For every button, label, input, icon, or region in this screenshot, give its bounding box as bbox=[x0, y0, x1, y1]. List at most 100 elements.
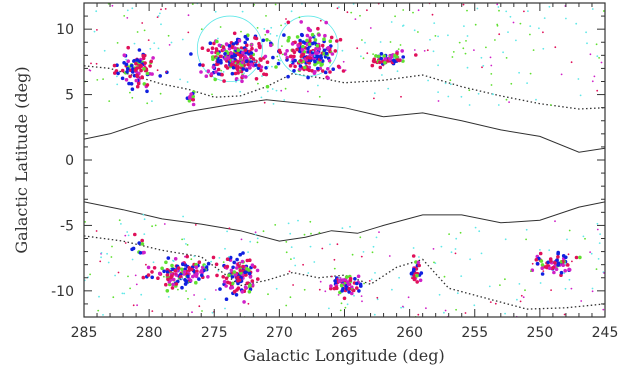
data-point bbox=[474, 226, 477, 229]
data-point bbox=[200, 46, 205, 50]
data-point bbox=[233, 53, 238, 58]
data-point bbox=[154, 224, 157, 227]
data-point bbox=[580, 300, 583, 302]
data-point bbox=[462, 3, 465, 6]
data-point bbox=[504, 278, 506, 281]
data-point bbox=[118, 219, 121, 222]
data-point bbox=[290, 258, 292, 260]
data-point bbox=[298, 64, 303, 68]
data-point bbox=[197, 260, 202, 265]
data-point bbox=[140, 238, 144, 243]
data-point bbox=[216, 51, 220, 56]
data-point bbox=[482, 64, 485, 67]
data-point bbox=[481, 66, 483, 69]
data-point bbox=[187, 271, 190, 274]
data-point bbox=[219, 60, 223, 65]
data-point bbox=[383, 57, 388, 61]
data-point bbox=[265, 15, 267, 17]
data-point bbox=[245, 37, 249, 41]
data-point bbox=[350, 11, 353, 14]
data-point bbox=[379, 52, 384, 56]
data-point bbox=[574, 255, 579, 260]
data-point bbox=[186, 274, 190, 279]
data-point bbox=[241, 10, 244, 13]
data-point bbox=[185, 254, 189, 259]
data-point bbox=[329, 286, 333, 291]
data-point bbox=[224, 64, 228, 69]
data-point bbox=[596, 89, 599, 92]
data-point bbox=[416, 260, 421, 265]
data-point bbox=[508, 101, 510, 103]
data-point bbox=[598, 57, 600, 59]
x-tick-label: 275 bbox=[201, 325, 228, 341]
data-point bbox=[326, 45, 331, 50]
data-point bbox=[271, 55, 275, 60]
data-point bbox=[326, 76, 330, 80]
data-point bbox=[295, 35, 300, 39]
data-point bbox=[571, 260, 573, 263]
data-point bbox=[226, 230, 229, 233]
data-point bbox=[128, 74, 132, 79]
data-point bbox=[251, 57, 256, 61]
dotted-contour-line bbox=[84, 65, 605, 110]
data-point bbox=[543, 265, 548, 269]
data-point bbox=[418, 278, 423, 283]
data-point bbox=[328, 39, 333, 43]
data-point bbox=[285, 18, 287, 20]
data-point bbox=[146, 265, 151, 270]
data-point bbox=[346, 303, 349, 306]
data-point bbox=[353, 294, 355, 297]
data-point bbox=[217, 270, 220, 272]
data-point bbox=[451, 56, 454, 58]
data-point bbox=[145, 263, 147, 266]
data-point bbox=[132, 304, 135, 307]
data-point bbox=[241, 264, 245, 269]
data-point bbox=[301, 52, 306, 57]
data-point bbox=[398, 276, 400, 279]
data-point bbox=[375, 236, 378, 239]
y-tick-label: 0 bbox=[65, 153, 74, 169]
data-point bbox=[187, 297, 189, 300]
data-point bbox=[228, 227, 231, 230]
data-point bbox=[214, 262, 219, 267]
data-point bbox=[116, 75, 118, 78]
data-point bbox=[372, 245, 375, 248]
data-point bbox=[177, 288, 179, 291]
data-point bbox=[211, 93, 213, 96]
data-point bbox=[206, 69, 210, 74]
data-point bbox=[239, 70, 241, 72]
data-point bbox=[362, 57, 365, 60]
data-point bbox=[438, 293, 441, 296]
data-point bbox=[123, 292, 126, 295]
data-point bbox=[285, 57, 288, 60]
data-point bbox=[240, 290, 245, 294]
data-point bbox=[351, 253, 354, 256]
data-point bbox=[111, 245, 113, 248]
data-point bbox=[165, 270, 170, 274]
y-tick-label: -10 bbox=[51, 284, 74, 300]
data-point bbox=[310, 69, 314, 73]
data-point bbox=[249, 54, 253, 59]
data-point bbox=[147, 39, 150, 41]
data-point bbox=[374, 54, 378, 58]
data-point bbox=[317, 33, 321, 37]
data-point bbox=[240, 259, 245, 264]
data-point bbox=[264, 33, 267, 36]
data-point bbox=[124, 242, 127, 244]
data-point bbox=[353, 277, 357, 281]
data-point bbox=[281, 53, 284, 56]
data-point bbox=[321, 69, 325, 73]
data-point bbox=[243, 285, 248, 290]
data-point bbox=[288, 64, 293, 68]
data-point bbox=[136, 304, 139, 307]
data-point bbox=[412, 247, 415, 249]
data-point bbox=[151, 56, 155, 60]
data-point bbox=[490, 64, 493, 67]
data-point bbox=[140, 242, 145, 246]
data-point bbox=[208, 41, 213, 45]
data-point bbox=[237, 38, 242, 43]
data-point bbox=[194, 265, 199, 270]
data-point bbox=[99, 260, 102, 263]
data-point bbox=[247, 302, 250, 305]
data-point bbox=[157, 271, 162, 276]
